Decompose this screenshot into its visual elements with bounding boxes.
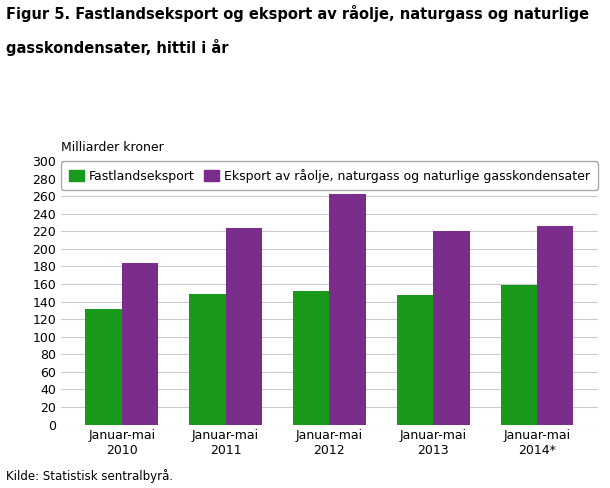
- Bar: [122, 263, 158, 425]
- Bar: [397, 295, 433, 425]
- Bar: [329, 194, 366, 425]
- Bar: [226, 228, 262, 425]
- Legend: Fastlandseksport, Eksport av råolje, naturgass og naturlige gasskondensater: Fastlandseksport, Eksport av råolje, nat…: [61, 161, 598, 190]
- Text: gasskondensater, hittil i år: gasskondensater, hittil i år: [6, 39, 229, 56]
- Bar: [537, 226, 573, 425]
- Text: Milliarder kroner: Milliarder kroner: [61, 141, 163, 154]
- Text: Figur 5. Fastlandseksport og eksport av råolje, naturgass og naturlige: Figur 5. Fastlandseksport og eksport av …: [6, 5, 589, 22]
- Text: Kilde: Statistisk sentralbyrå.: Kilde: Statistisk sentralbyrå.: [6, 469, 173, 483]
- Bar: [293, 291, 329, 425]
- Bar: [85, 308, 122, 425]
- Bar: [501, 285, 537, 425]
- Bar: [433, 231, 470, 425]
- Bar: [189, 294, 226, 425]
